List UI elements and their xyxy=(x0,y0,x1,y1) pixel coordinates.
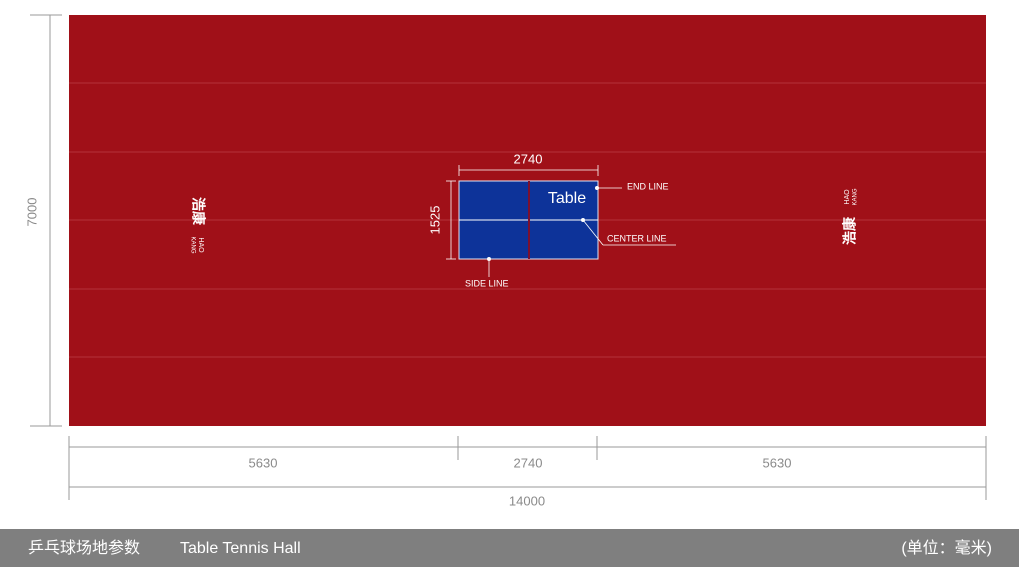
table-dimensions: 2740 1525 xyxy=(427,151,599,260)
center-line-label: CENTER LINE xyxy=(607,233,667,243)
logo-en: KANG xyxy=(853,188,859,205)
logo-cn: 浩康 xyxy=(842,216,858,245)
annotations: END LINE CENTER LINE SIDE LINE xyxy=(465,181,676,288)
bottom-dimensions: 5630 2740 5630 14000 xyxy=(68,436,987,508)
side-line-label: SIDE LINE xyxy=(465,278,509,288)
dim-middle: 2740 xyxy=(514,455,543,470)
dim-right: 5630 xyxy=(763,455,792,470)
logo-en: HAO xyxy=(197,237,204,253)
footer-unit: (单位：毫米) xyxy=(901,538,992,557)
footer-bar xyxy=(0,529,1019,567)
logo-left: 浩康 HAO KANG xyxy=(189,197,206,254)
dim-total: 14000 xyxy=(509,493,545,508)
logo-en: HAO xyxy=(844,189,851,205)
height-dimension: 7000 xyxy=(24,14,62,427)
table-width: 1525 xyxy=(427,206,442,235)
footer-title: 乒乓球场地参数 xyxy=(28,539,140,557)
table-label: Table xyxy=(548,190,586,207)
logo-cn: 浩康 xyxy=(190,197,206,226)
table-length: 2740 xyxy=(514,151,543,166)
logo-en: KANG xyxy=(189,236,195,253)
logo-right: 浩康 HAO KANG xyxy=(842,188,859,245)
court-height: 7000 xyxy=(24,198,39,227)
footer-title-en: Table Tennis Hall xyxy=(180,540,301,557)
end-line-label: END LINE xyxy=(627,181,669,191)
dim-left: 5630 xyxy=(249,455,278,470)
